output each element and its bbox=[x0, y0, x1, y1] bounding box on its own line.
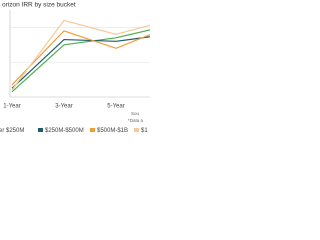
legend-label: $1 bbox=[141, 128, 148, 134]
chart: orizon IRR by size bucket Sou *Data a 1-… bbox=[0, 2, 150, 134]
legend-label: $500M-$1B bbox=[97, 128, 128, 134]
legend-label: er $250M bbox=[0, 128, 24, 134]
series-line bbox=[11, 19, 150, 91]
legend-swatch bbox=[38, 128, 43, 132]
series-line bbox=[11, 30, 150, 86]
legend-swatch bbox=[134, 128, 139, 132]
chart-title: orizon IRR by size bucket bbox=[2, 2, 76, 9]
series-line bbox=[11, 29, 150, 93]
legend-swatch bbox=[90, 128, 95, 132]
source-note: Sou bbox=[131, 111, 140, 116]
x-tick-label: 3-Year bbox=[55, 104, 72, 110]
data-note: *Data a bbox=[128, 118, 144, 123]
x-tick-label: 5-Year bbox=[107, 104, 124, 110]
legend-label: $250M-$500M bbox=[45, 128, 84, 134]
x-tick-label: 1-Year bbox=[3, 104, 20, 110]
